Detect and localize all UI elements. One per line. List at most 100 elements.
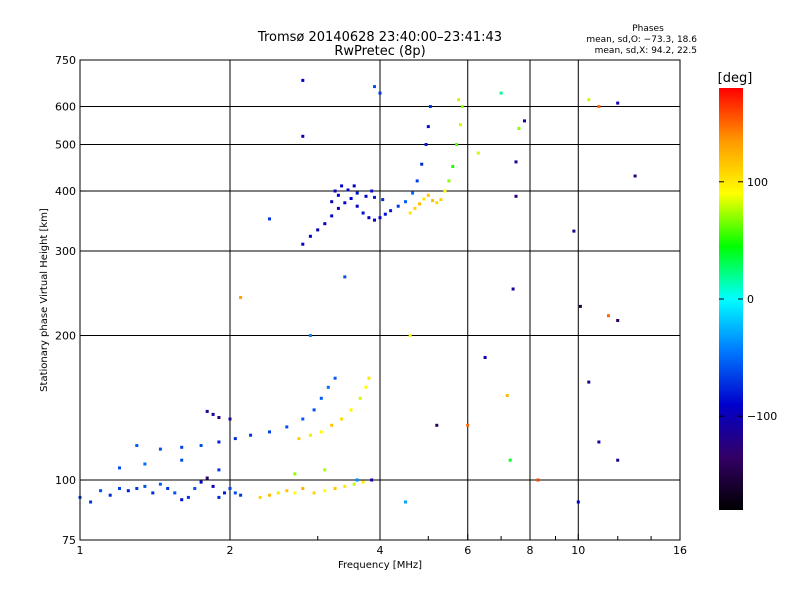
data-point — [355, 204, 359, 208]
x-tick-label: 6 — [464, 544, 471, 557]
data-point — [228, 487, 232, 490]
data-point — [466, 423, 470, 427]
data-point — [408, 211, 412, 215]
data-point — [514, 160, 518, 164]
data-point — [373, 195, 376, 199]
data-point — [319, 396, 323, 400]
data-point — [268, 217, 271, 221]
data-point — [323, 489, 327, 493]
data-point — [285, 425, 289, 429]
data-point — [505, 394, 509, 397]
data-point — [431, 199, 435, 203]
data-point — [211, 412, 215, 416]
data-point — [460, 105, 464, 108]
y-axis-ticks: 75 100 200 300 400 500 600 750 — [55, 54, 86, 547]
data-point — [343, 484, 347, 488]
data-point — [616, 458, 620, 462]
data-point — [308, 334, 312, 337]
data-point — [361, 480, 365, 484]
data-point — [330, 200, 334, 204]
y-axis-label: Stationary phase Virtual Height [km] — [39, 208, 50, 392]
data-point — [239, 296, 243, 299]
data-point — [358, 396, 362, 400]
data-point — [370, 189, 374, 193]
colorbar-label: [deg] — [718, 71, 753, 86]
x-axis-label: Frequency [MHz] — [338, 560, 422, 571]
data-point — [301, 417, 305, 421]
data-point — [370, 478, 374, 482]
data-point — [415, 179, 419, 183]
data-point — [439, 198, 443, 202]
data-point — [517, 127, 521, 130]
data-point — [333, 189, 337, 193]
data-point — [293, 491, 297, 495]
data-point — [536, 478, 540, 482]
data-point — [483, 356, 487, 359]
data-point — [355, 191, 359, 195]
data-point — [143, 484, 147, 488]
data-point — [285, 489, 289, 493]
data-point — [404, 500, 407, 504]
data-point — [199, 444, 203, 447]
data-point — [211, 484, 215, 488]
data-point — [323, 468, 327, 472]
data-point — [166, 487, 170, 490]
data-point — [373, 218, 376, 222]
data-point — [404, 200, 407, 204]
data-point — [352, 184, 356, 188]
data-point — [340, 184, 344, 188]
data-point — [420, 162, 424, 166]
data-point — [180, 458, 184, 462]
data-point — [349, 197, 353, 200]
data-point — [476, 151, 480, 155]
data-point — [364, 194, 368, 198]
y-tick-label: 600 — [55, 101, 76, 114]
data-point — [523, 119, 526, 123]
data-point — [180, 445, 184, 449]
data-point — [333, 376, 337, 380]
data-point — [258, 495, 262, 499]
data-point — [607, 314, 610, 318]
data-point — [158, 482, 162, 486]
data-point — [312, 408, 316, 412]
x-tick-label: 16 — [673, 544, 687, 557]
data-point — [343, 201, 347, 205]
data-point — [378, 91, 382, 95]
data-point — [158, 447, 162, 451]
x-tick-label: 4 — [377, 544, 384, 557]
colorbar-tick-label: −100 — [747, 410, 777, 423]
data-point — [301, 487, 305, 490]
data-point — [426, 125, 430, 129]
data-point — [587, 380, 591, 384]
data-point — [514, 194, 518, 198]
grid-lines — [80, 60, 680, 540]
y-tick-label: 100 — [55, 474, 76, 487]
data-point — [108, 493, 112, 497]
data-point — [135, 444, 139, 447]
chart-subtitle: RwPretec (8p) — [334, 44, 425, 59]
data-point — [428, 105, 432, 108]
data-point — [126, 489, 130, 493]
y-tick-label: 400 — [55, 185, 76, 198]
data-point — [316, 228, 320, 232]
data-point — [455, 143, 459, 146]
data-point — [330, 214, 334, 218]
data-point — [361, 211, 365, 215]
data-point — [118, 487, 121, 490]
data-point — [435, 423, 439, 427]
y-tick-label: 750 — [55, 54, 76, 67]
data-point — [217, 440, 221, 444]
data-point — [217, 495, 221, 499]
data-point — [223, 491, 226, 495]
data-point — [199, 480, 203, 484]
data-point — [333, 487, 337, 490]
data-point — [301, 134, 305, 138]
data-point — [89, 500, 93, 504]
data-point — [268, 430, 271, 434]
data-point — [173, 491, 177, 495]
phases-heading: Phases — [632, 24, 664, 34]
data-point — [99, 489, 103, 493]
data-point — [330, 423, 334, 427]
data-point — [458, 123, 462, 127]
